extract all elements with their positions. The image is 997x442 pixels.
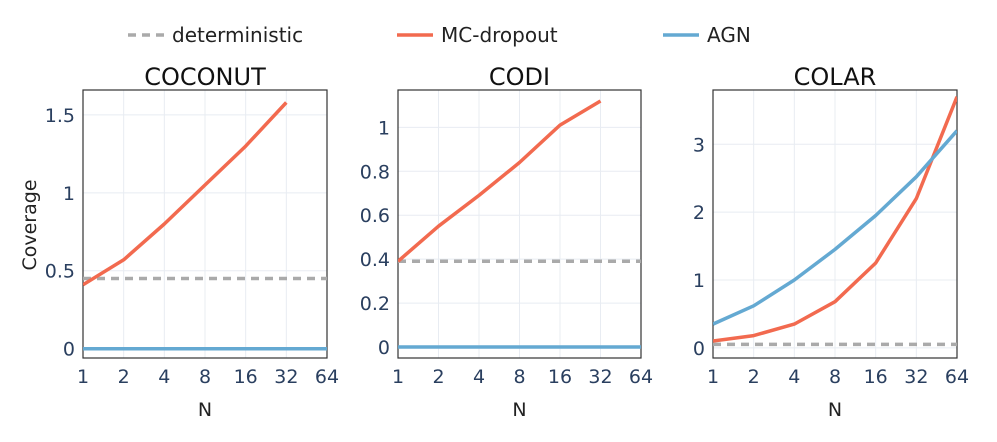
series-line-mc-dropout (713, 96, 957, 343)
x-tick-label: 16 (548, 366, 572, 388)
y-tick-label: 0.5 (45, 261, 75, 283)
x-tick-label: 1 (77, 366, 89, 388)
x-tick-label: 4 (473, 366, 485, 388)
y-tick-label: 0 (63, 339, 75, 361)
panel-title: COLAR (794, 63, 877, 91)
y-tick-label: 0.2 (360, 293, 390, 315)
x-tick-label: 8 (199, 366, 211, 388)
panel-coconut: COCONUT 1 2 4 8 16 32 64 0 0.5 1 1.5 N (45, 63, 339, 421)
legend-label: MC-dropout (441, 23, 558, 47)
x-tick-label: 32 (588, 366, 612, 388)
x-axis-label: N (828, 399, 842, 421)
gridlines (82, 90, 328, 358)
gridlines (397, 90, 642, 358)
x-tick-label: 64 (629, 366, 653, 388)
y-tick-label: 1.5 (45, 105, 75, 127)
series-line-agn (713, 129, 957, 326)
x-tick-label: 4 (158, 366, 170, 388)
series-line-mc-dropout (398, 99, 602, 263)
gridlines (712, 90, 958, 358)
panel-title: COCONUT (144, 63, 266, 91)
panel-codi: CODI 1 2 4 8 16 32 64 0 0.2 0.4 0.6 0.8 1 N (360, 63, 653, 421)
x-tick-label: 16 (864, 366, 888, 388)
x-tick-label: 8 (513, 366, 525, 388)
series-group (83, 101, 327, 351)
x-tick-label: 32 (904, 366, 928, 388)
y-tick-label: 0.4 (360, 249, 390, 271)
x-tick-label: 16 (234, 366, 258, 388)
legend-label: AGN (707, 23, 751, 47)
x-tick-label: 64 (315, 366, 339, 388)
x-tick-label: 8 (829, 366, 841, 388)
x-tick-label: 2 (432, 366, 444, 388)
y-axis-label: Coverage (19, 179, 41, 270)
x-tick-label: 32 (274, 366, 298, 388)
y-tick-label: 2 (693, 202, 705, 224)
panel-title: CODI (489, 63, 550, 91)
legend-item-agn: AGN (663, 23, 751, 47)
series-group (398, 99, 641, 349)
y-tick-label: 0.8 (360, 161, 390, 183)
y-tick-label: 3 (693, 134, 705, 156)
plot-frame (397, 89, 642, 359)
x-tick-label: 4 (788, 366, 800, 388)
x-axis-label: N (512, 399, 526, 421)
legend-item-deterministic: deterministic (128, 23, 303, 47)
y-tick-label: 1 (63, 183, 75, 205)
x-tick-label: 2 (748, 366, 760, 388)
y-tick-label: 1 (378, 117, 390, 139)
legend: deterministic MC-dropout AGN (128, 23, 751, 47)
series-line-mc-dropout (83, 101, 288, 287)
x-tick-label: 2 (118, 366, 130, 388)
y-tick-label: 1 (693, 270, 705, 292)
legend-label: deterministic (172, 23, 303, 47)
y-tick-label: 0 (693, 338, 705, 360)
x-tick-label: 64 (945, 366, 969, 388)
plot-frame (712, 89, 958, 359)
y-tick-label: 0 (378, 337, 390, 359)
x-tick-label: 1 (707, 366, 719, 388)
plot-frame (82, 89, 328, 359)
legend-item-mc-dropout: MC-dropout (397, 23, 558, 47)
y-tick-label: 0.6 (360, 205, 390, 227)
x-tick-label: 1 (392, 366, 404, 388)
series-group (713, 96, 957, 347)
x-axis-label: N (198, 399, 212, 421)
